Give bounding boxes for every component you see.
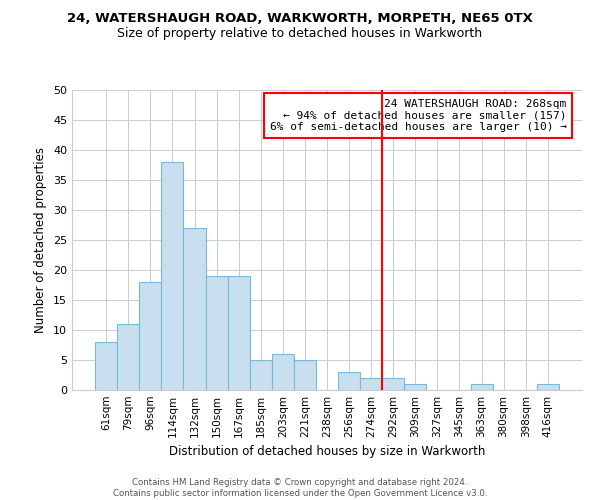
Text: Contains HM Land Registry data © Crown copyright and database right 2024.
Contai: Contains HM Land Registry data © Crown c… — [113, 478, 487, 498]
Bar — [227, 276, 250, 390]
Bar — [117, 324, 139, 390]
Bar — [470, 384, 493, 390]
Bar — [294, 360, 316, 390]
Text: 24, WATERSHAUGH ROAD, WARKWORTH, MORPETH, NE65 0TX: 24, WATERSHAUGH ROAD, WARKWORTH, MORPETH… — [67, 12, 533, 26]
Bar — [537, 384, 559, 390]
Bar — [184, 228, 206, 390]
Bar — [250, 360, 272, 390]
Bar — [272, 354, 294, 390]
Bar — [382, 378, 404, 390]
Bar — [360, 378, 382, 390]
Bar — [404, 384, 427, 390]
Bar — [338, 372, 360, 390]
Text: Size of property relative to detached houses in Warkworth: Size of property relative to detached ho… — [118, 28, 482, 40]
Text: 24 WATERSHAUGH ROAD: 268sqm
← 94% of detached houses are smaller (157)
6% of sem: 24 WATERSHAUGH ROAD: 268sqm ← 94% of det… — [270, 99, 567, 132]
Bar — [161, 162, 184, 390]
Bar — [206, 276, 227, 390]
X-axis label: Distribution of detached houses by size in Warkworth: Distribution of detached houses by size … — [169, 446, 485, 458]
Bar — [95, 342, 117, 390]
Bar — [139, 282, 161, 390]
Y-axis label: Number of detached properties: Number of detached properties — [34, 147, 47, 333]
